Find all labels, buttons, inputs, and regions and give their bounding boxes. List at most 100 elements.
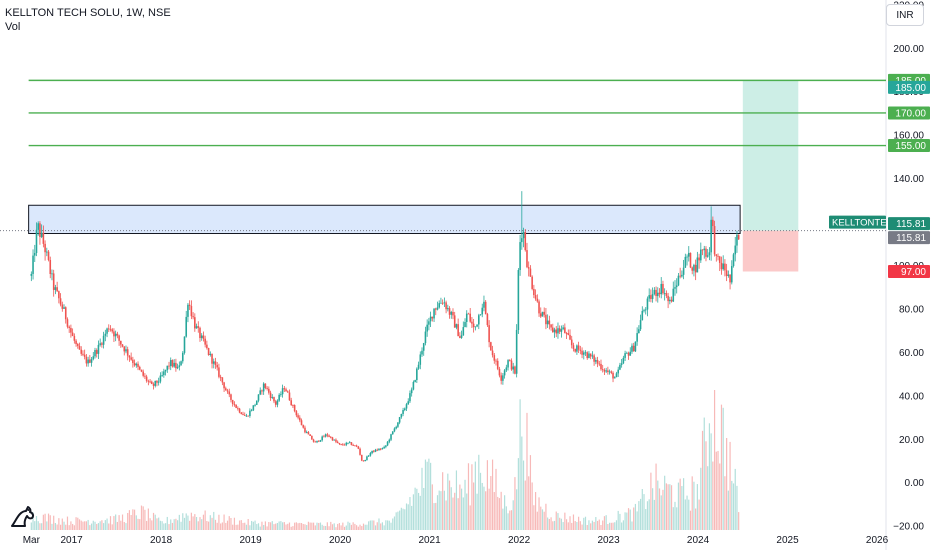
volume-bar	[94, 521, 96, 530]
volume-bar	[371, 520, 373, 530]
candle-body	[159, 375, 162, 382]
candle-body	[286, 391, 289, 393]
volume-bar	[53, 515, 55, 530]
volume-bar	[426, 461, 428, 530]
volume-bar	[528, 476, 530, 530]
volume-bar	[629, 509, 631, 530]
volume-bar	[722, 407, 724, 530]
volume-bar	[643, 494, 645, 530]
candle-body	[426, 324, 428, 332]
candle-body	[632, 345, 635, 352]
candle-body	[536, 298, 539, 302]
candle-body	[42, 232, 45, 244]
candle-body	[694, 264, 697, 273]
volume-bar	[514, 477, 516, 530]
volume-bar	[96, 523, 98, 530]
volume-bar	[564, 512, 566, 530]
candle-body	[436, 307, 439, 310]
volume-bar	[345, 525, 347, 530]
candle-body	[667, 295, 669, 302]
candle-body	[114, 333, 117, 337]
volume-bar	[321, 524, 323, 530]
candle-body	[433, 308, 435, 319]
volume-bar	[232, 524, 234, 530]
volume-bar	[617, 510, 619, 530]
volume-bar	[534, 492, 537, 530]
volume-bar	[417, 492, 420, 530]
volume-bar	[550, 517, 552, 530]
volume-bar	[383, 525, 385, 530]
candle-body	[66, 319, 69, 327]
candle-body	[453, 315, 456, 328]
volume-bar	[46, 521, 48, 530]
candle-body	[378, 448, 380, 451]
volume-bar	[424, 459, 427, 530]
volume-bar	[195, 516, 198, 530]
candle-body	[670, 299, 673, 302]
volume-bar	[120, 520, 122, 530]
candle-body	[223, 382, 225, 389]
candle-body	[33, 253, 36, 256]
volume-bar	[713, 390, 716, 530]
candle-body	[629, 351, 632, 356]
candle-body	[75, 340, 77, 345]
volume-bar	[220, 523, 222, 530]
volume-bar	[409, 497, 411, 530]
candle-body	[218, 367, 220, 377]
candle-body	[715, 254, 718, 256]
candle-body	[161, 375, 163, 376]
candle-body	[663, 293, 666, 295]
volume-bar	[142, 506, 144, 530]
candle-body	[276, 400, 279, 405]
volume-bar	[670, 485, 673, 530]
candle-body	[107, 328, 110, 330]
volume-bar	[726, 437, 728, 530]
price-label-text: 97.00	[901, 267, 926, 278]
volume-bar	[440, 491, 442, 530]
candle-body	[249, 410, 251, 417]
volume-bar	[338, 523, 340, 530]
volume-bar	[380, 523, 382, 530]
volume-bar	[447, 473, 449, 530]
candle-body	[700, 249, 702, 261]
volume-bar	[194, 514, 196, 530]
volume-bar	[316, 522, 318, 530]
candle-body	[168, 365, 170, 367]
volume-bar	[576, 521, 578, 530]
volume-bar	[385, 520, 387, 530]
x-tick-label: 2022	[508, 535, 531, 546]
candle-body	[231, 399, 234, 404]
candle-body	[507, 360, 509, 368]
candle-body	[455, 324, 458, 328]
candle-body	[202, 335, 205, 339]
volume-bar	[65, 524, 67, 530]
volume-bar	[595, 517, 597, 530]
volume-bar	[343, 526, 346, 530]
candle-body	[727, 274, 730, 276]
candle-body	[190, 306, 193, 317]
candle-body	[137, 363, 139, 367]
volume-bar	[688, 499, 690, 530]
candle-body	[102, 335, 105, 345]
candle-body	[230, 394, 232, 400]
candle-body	[37, 223, 40, 230]
volume-bar	[455, 470, 458, 530]
candle-body	[631, 345, 633, 352]
volume-bar	[416, 488, 418, 530]
volume-bar	[438, 490, 440, 530]
volume-bar	[565, 519, 568, 530]
volume-bar	[283, 522, 285, 530]
candle-body	[233, 403, 236, 405]
candle-body	[464, 321, 466, 328]
currency-button[interactable]: INR	[886, 4, 924, 26]
candle-body	[515, 329, 518, 374]
candle-body	[367, 455, 370, 457]
volume-bar	[691, 476, 693, 530]
candle-body	[299, 417, 301, 421]
candle-body	[109, 329, 112, 331]
candle-body	[576, 345, 578, 352]
volume-bar	[278, 521, 280, 530]
volume-bar	[259, 526, 261, 530]
y-tick-label: 0.00	[905, 478, 925, 489]
